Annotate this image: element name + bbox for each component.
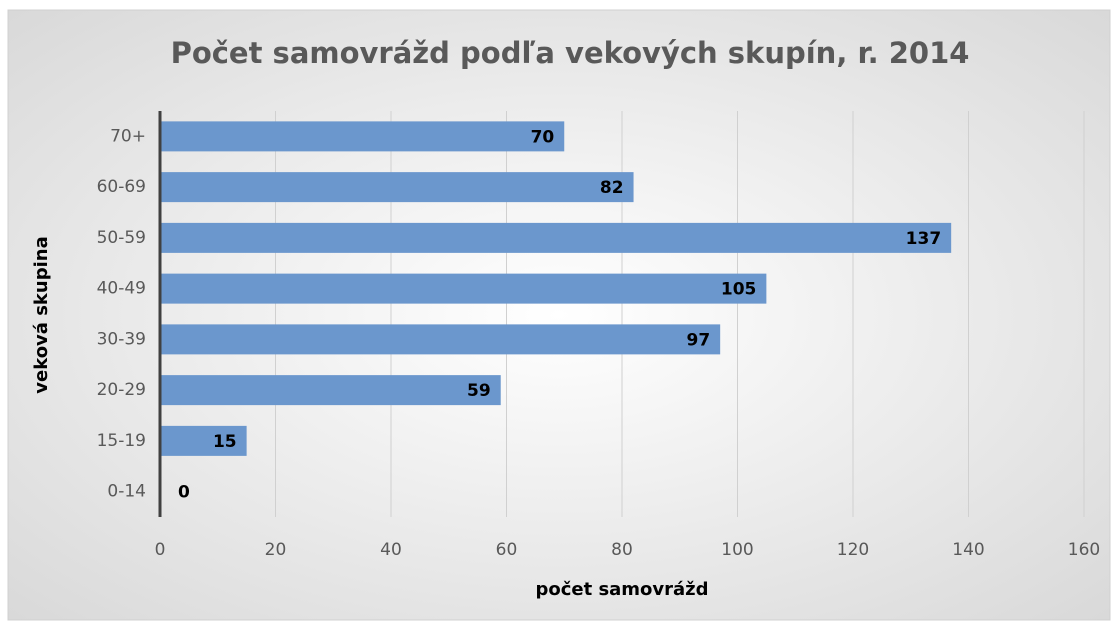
y-tick-label: 20-29 [97, 380, 146, 400]
bar [160, 425, 247, 456]
chart-title: Počet samovrážd podľa vekových skupín, r… [171, 36, 970, 70]
x-tick-label: 80 [611, 540, 633, 560]
bar [160, 172, 634, 203]
y-tick-label: 0-14 [107, 482, 146, 502]
bar [160, 121, 565, 152]
data-label: 70 [531, 127, 555, 147]
bar [160, 222, 952, 253]
data-label: 82 [600, 178, 624, 198]
bar [160, 375, 501, 406]
x-tick-label: 40 [380, 540, 402, 560]
x-tick-label: 60 [496, 540, 518, 560]
data-label: 105 [721, 280, 757, 300]
bar [160, 324, 721, 355]
x-tick-label: 120 [837, 540, 869, 560]
x-tick-label: 20 [265, 540, 287, 560]
x-tick-label: 140 [952, 540, 984, 560]
y-tick-label: 30-39 [97, 329, 146, 349]
y-tick-label: 60-69 [97, 177, 146, 197]
data-label: 97 [687, 330, 711, 350]
y-axis-label: veková skupina [31, 236, 52, 393]
y-tick-label: 70+ [110, 126, 146, 146]
bar [160, 273, 767, 304]
data-label: 15 [213, 432, 237, 452]
data-label: 0 [178, 483, 190, 503]
chart-background [7, 9, 1111, 621]
y-tick-label: 15-19 [97, 431, 146, 451]
y-tick-label: 40-49 [97, 279, 146, 299]
x-tick-label: 100 [721, 540, 753, 560]
x-tick-label: 160 [1068, 540, 1100, 560]
y-tick-label: 50-59 [97, 228, 146, 248]
data-label: 59 [467, 381, 491, 401]
data-label: 137 [906, 229, 942, 249]
x-axis-label: počet samovrážd [535, 579, 708, 600]
x-tick-label: 0 [155, 540, 166, 560]
